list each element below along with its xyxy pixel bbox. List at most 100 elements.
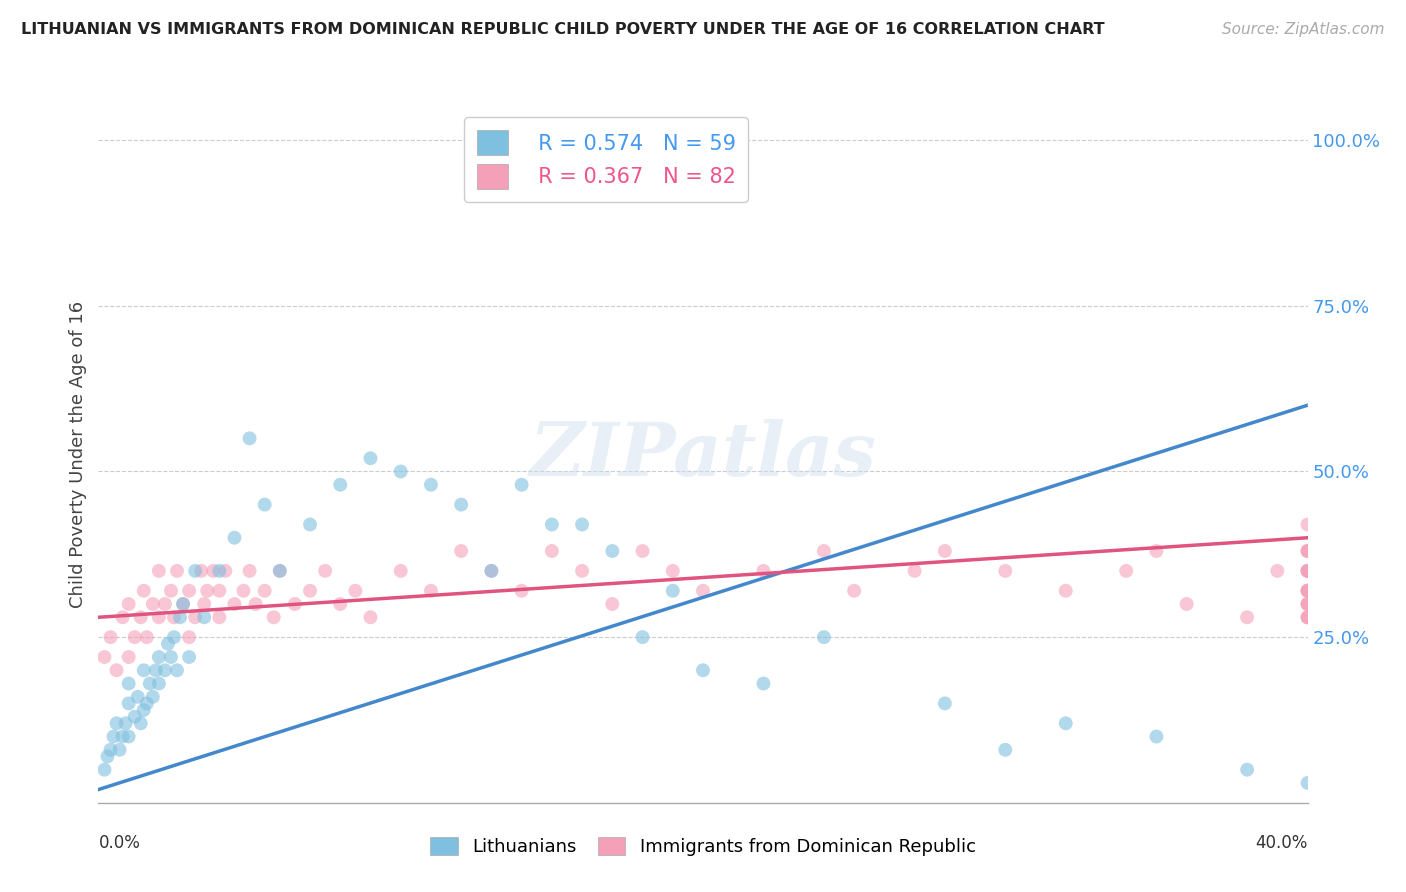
Point xyxy=(153,597,176,611)
Point xyxy=(1296,564,1319,578)
Point xyxy=(314,564,336,578)
Point xyxy=(602,597,624,611)
Point xyxy=(127,690,149,704)
Point xyxy=(1054,716,1077,731)
Point xyxy=(118,730,141,744)
Point xyxy=(360,610,382,624)
Point xyxy=(299,517,322,532)
Point xyxy=(263,610,285,624)
Point xyxy=(148,610,170,624)
Point xyxy=(93,650,115,665)
Point xyxy=(1236,610,1258,624)
Text: 40.0%: 40.0% xyxy=(1256,834,1308,852)
Point xyxy=(813,630,835,644)
Point xyxy=(111,730,134,744)
Point xyxy=(571,517,593,532)
Point xyxy=(208,564,231,578)
Point xyxy=(752,564,775,578)
Point xyxy=(105,716,128,731)
Point xyxy=(269,564,291,578)
Point xyxy=(1296,544,1319,558)
Point xyxy=(1296,610,1319,624)
Point xyxy=(118,597,141,611)
Point xyxy=(1296,776,1319,790)
Point xyxy=(148,676,170,690)
Point xyxy=(172,597,194,611)
Point xyxy=(1115,564,1137,578)
Point xyxy=(510,477,533,491)
Point xyxy=(1175,597,1198,611)
Point xyxy=(145,663,167,677)
Point xyxy=(239,431,262,445)
Text: 0.0%: 0.0% xyxy=(98,834,141,852)
Point xyxy=(111,610,134,624)
Text: LITHUANIAN VS IMMIGRANTS FROM DOMINICAN REPUBLIC CHILD POVERTY UNDER THE AGE OF : LITHUANIAN VS IMMIGRANTS FROM DOMINICAN … xyxy=(21,22,1105,37)
Point xyxy=(692,663,714,677)
Point xyxy=(631,544,654,558)
Point xyxy=(193,597,215,611)
Point xyxy=(1296,583,1319,598)
Point xyxy=(1296,597,1319,611)
Point xyxy=(1296,544,1319,558)
Point xyxy=(195,583,218,598)
Point xyxy=(118,697,141,711)
Point xyxy=(1296,610,1319,624)
Point xyxy=(1296,517,1319,532)
Point xyxy=(135,630,157,644)
Point xyxy=(166,663,188,677)
Point xyxy=(129,610,152,624)
Point xyxy=(1296,583,1319,598)
Point xyxy=(96,749,118,764)
Point xyxy=(389,465,412,479)
Point xyxy=(160,650,183,665)
Point xyxy=(177,650,201,665)
Point xyxy=(994,743,1017,757)
Point xyxy=(253,498,276,512)
Legend: Lithuanians, Immigrants from Dominican Republic: Lithuanians, Immigrants from Dominican R… xyxy=(423,830,983,863)
Point xyxy=(389,564,412,578)
Point xyxy=(1296,544,1319,558)
Y-axis label: Child Poverty Under the Age of 16: Child Poverty Under the Age of 16 xyxy=(69,301,87,608)
Point xyxy=(132,583,155,598)
Point xyxy=(692,583,714,598)
Point xyxy=(419,477,441,491)
Point xyxy=(163,630,186,644)
Point xyxy=(481,564,503,578)
Point xyxy=(224,597,246,611)
Point xyxy=(1265,564,1288,578)
Point xyxy=(202,564,225,578)
Point xyxy=(752,676,775,690)
Point xyxy=(360,451,382,466)
Point xyxy=(93,763,115,777)
Point xyxy=(208,583,231,598)
Point xyxy=(1296,564,1319,578)
Point xyxy=(142,690,165,704)
Point xyxy=(190,564,212,578)
Point xyxy=(129,716,152,731)
Point xyxy=(163,610,186,624)
Point xyxy=(245,597,267,611)
Point xyxy=(153,663,176,677)
Point xyxy=(571,564,593,578)
Point xyxy=(166,564,188,578)
Point xyxy=(540,544,562,558)
Point xyxy=(329,477,352,491)
Point xyxy=(329,597,352,611)
Point xyxy=(481,564,503,578)
Point xyxy=(108,743,131,757)
Point xyxy=(169,610,191,624)
Point xyxy=(132,663,155,677)
Point xyxy=(1236,763,1258,777)
Point xyxy=(934,697,956,711)
Point xyxy=(100,630,122,644)
Point xyxy=(510,583,533,598)
Point xyxy=(661,583,683,598)
Point xyxy=(135,697,157,711)
Point xyxy=(103,730,125,744)
Point xyxy=(118,676,141,690)
Point xyxy=(232,583,254,598)
Text: ZIPatlas: ZIPatlas xyxy=(530,418,876,491)
Point xyxy=(344,583,367,598)
Point xyxy=(208,610,231,624)
Point xyxy=(100,743,122,757)
